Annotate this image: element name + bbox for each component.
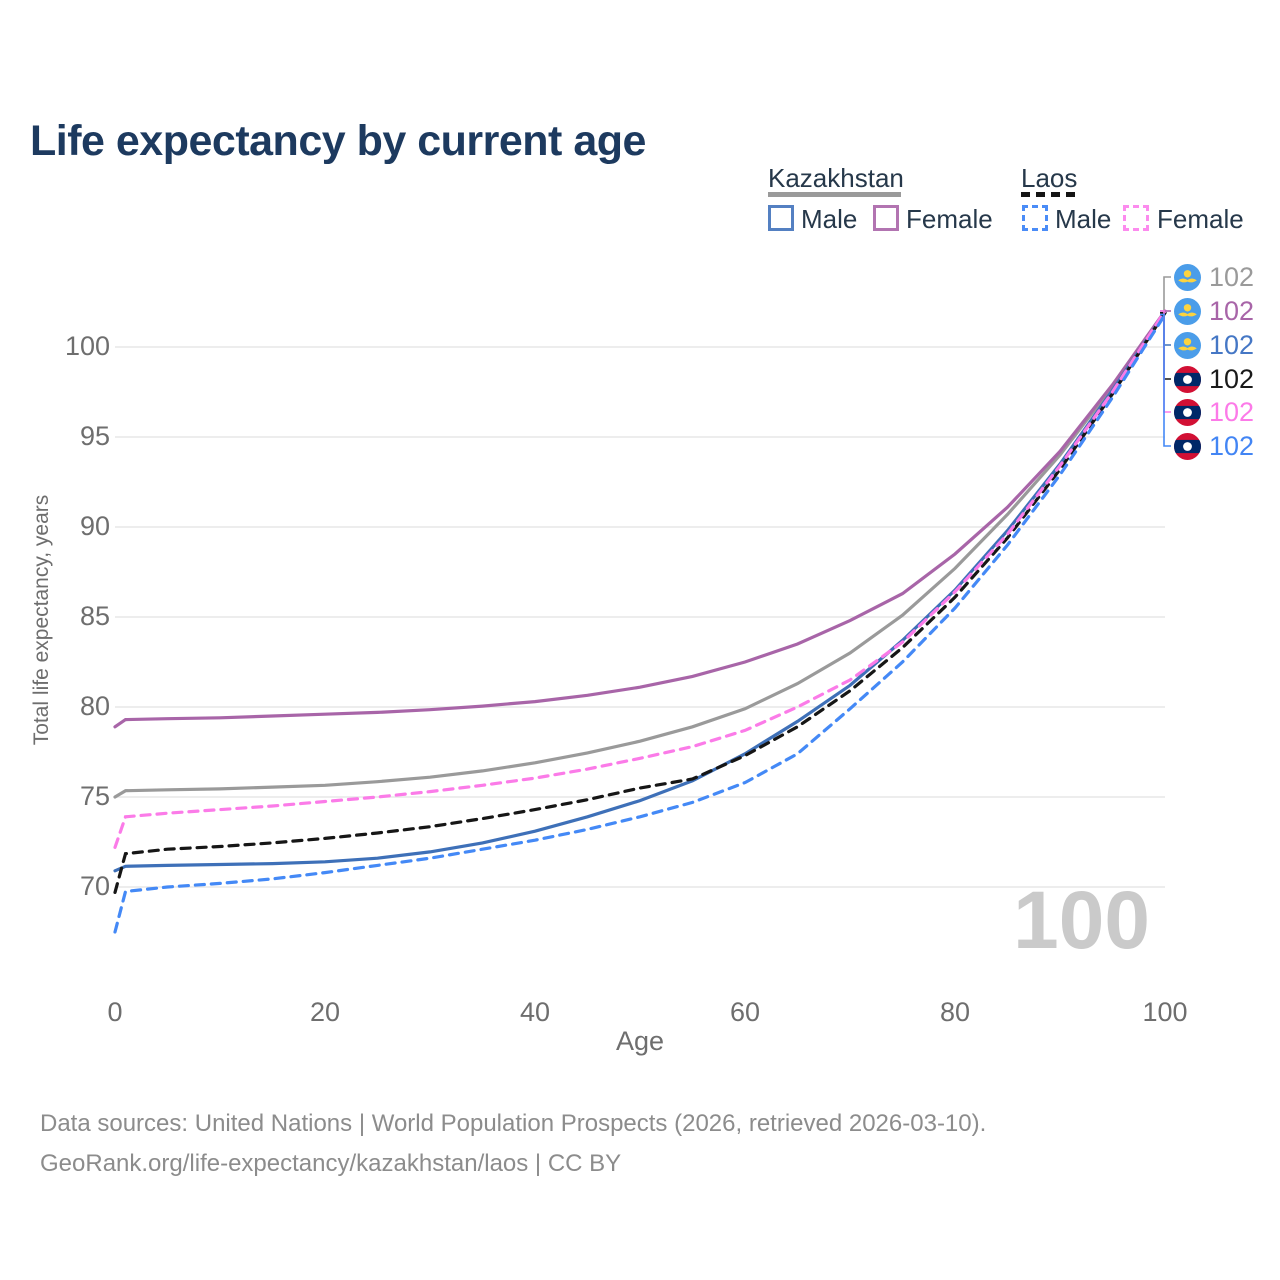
legend-label-kazakhstan-male[interactable]: Male [801, 204, 858, 234]
end-value-label: 102 [1209, 363, 1255, 394]
series-line-laos-all[interactable] [113, 311, 1167, 894]
x-tick-label: 100 [1142, 997, 1188, 1027]
end-label-row-kazakhstan-all: 102 [1174, 263, 1254, 291]
kazakhstan-female-swatch-icon[interactable] [873, 205, 899, 231]
series-line-kazakhstan-female[interactable] [113, 309, 1167, 729]
x-tick-label: 60 [729, 997, 761, 1027]
kazakhstan-flag-icon [1174, 331, 1201, 359]
x-tick-label: 80 [939, 997, 971, 1027]
legend-label-laos-male[interactable]: Male [1055, 204, 1112, 234]
kazakhstan-flag-icon [1174, 297, 1201, 325]
end-value-label: 102 [1209, 329, 1255, 360]
y-tick-label: 90 [79, 511, 110, 541]
y-tick-label: 95 [79, 421, 110, 451]
leader-line [1160, 276, 1171, 314]
x-axis-title: Age [615, 1026, 665, 1056]
kazakhstan-flag-icon [1174, 263, 1201, 291]
end-value-label: 102 [1209, 396, 1255, 427]
y-tick-label: 100 [64, 331, 110, 361]
end-label-row-laos-female: 102 [1174, 398, 1254, 426]
laos-line-sample [1021, 192, 1077, 197]
page-title: Life expectancy by current age [30, 116, 646, 165]
y-tick-label: 70 [79, 871, 110, 901]
series-line-kazakhstan-all[interactable] [113, 311, 1167, 799]
x-tick-label: 40 [519, 997, 551, 1027]
end-value-label: 102 [1209, 295, 1255, 326]
end-label-row-laos-male: 102 [1174, 432, 1254, 460]
end-label-row-kazakhstan-male: 102 [1174, 331, 1254, 359]
kazakhstan-male-swatch-icon[interactable] [768, 205, 794, 231]
y-tick-label: 80 [79, 691, 110, 721]
laos-male-swatch-icon[interactable] [1022, 205, 1048, 231]
x-tick-label: 20 [309, 997, 341, 1027]
end-label-row-laos-all: 102 [1174, 365, 1254, 393]
data-source-note: Data sources: United Nations | World Pop… [40, 1110, 987, 1137]
x-tick-label: 0 [107, 997, 123, 1027]
end-value-label: 102 [1209, 261, 1255, 292]
end-value-label: 102 [1209, 430, 1255, 461]
legend-country-kazakhstan[interactable]: Kazakhstan [768, 163, 904, 193]
laos-flag-icon [1174, 398, 1201, 426]
leader-line [1160, 310, 1171, 413]
leader-line [1160, 313, 1171, 447]
legend-label-kazakhstan-female[interactable]: Female [906, 204, 993, 234]
y-tick-label: 75 [79, 781, 110, 811]
series-line-laos-female[interactable] [113, 309, 1167, 849]
series-line-kazakhstan-male[interactable] [113, 311, 1167, 873]
legend-label-laos-female[interactable]: Female [1157, 204, 1244, 234]
laos-flag-icon [1174, 432, 1201, 460]
laos-female-swatch-icon[interactable] [1123, 205, 1149, 231]
current-age-watermark: 100 [1013, 875, 1150, 966]
attribution-note: GeoRank.org/life-expectancy/kazakhstan/l… [40, 1150, 622, 1177]
y-tick-label: 85 [79, 601, 110, 631]
kazakhstan-line-sample [768, 192, 901, 197]
laos-flag-icon [1174, 365, 1201, 393]
legend-country-laos[interactable]: Laos [1021, 163, 1078, 193]
series-line-laos-male[interactable] [113, 313, 1167, 934]
end-label-row-kazakhstan-female: 102 [1174, 297, 1254, 325]
y-axis-title: Total life expectancy, years [30, 494, 53, 746]
